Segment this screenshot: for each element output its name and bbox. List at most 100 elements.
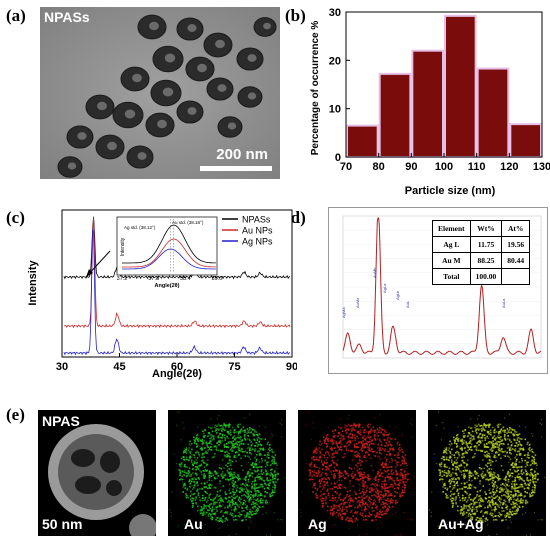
particle-cavity [187,107,197,115]
tem-sample-label: NPASs [44,9,90,25]
table-cell: 88.25 [469,252,503,269]
edx-peak-label: AuL [405,300,410,308]
map-ag: Ag [298,410,416,536]
scale-bar [200,166,272,171]
edx-peak-label: AgMA [341,307,346,318]
x-tick-label: 90 [286,361,297,373]
xrd-chart: 30 45 60 75 90 Angle(2θ) Intensity Ag std. (… [27,209,297,380]
particle-size-histogram: 70 80 90 100 110 120 130 0 10 20 30 Particle size… [310,7,550,197]
xrd-series-line [63,229,291,356]
inset-tick-label: 37.8 [148,276,159,282]
table-row: Au M 88.25 80.44 [432,252,531,269]
table-row: Total 100.00 [432,268,531,285]
particle-cavity [247,54,257,62]
inset-annot-au: Au std. (38.18°) [172,220,204,225]
legend-label: Ag NPs [242,237,273,247]
particle-cavity [107,141,117,151]
particle-cavity [162,87,174,97]
map-label: Au+Ag [438,516,484,532]
x-tick-label: 130 [533,161,550,173]
legend-label: NPASs [242,215,271,225]
inset-y-label: Intensity [120,237,126,256]
map-au-ag: Au+Ag [428,410,546,536]
table-cell: 100.00 [469,268,503,285]
table-cell: Total [432,268,471,285]
inset-arrow-head [86,269,93,277]
inset-series-line [122,248,216,270]
header-element: Element [432,220,471,237]
inset-annot-ag: Ag std. (38.12°) [124,225,156,230]
table-cell: 19.56 [501,236,531,253]
particle-cavity [77,132,87,140]
particle-cavity [97,101,107,111]
header-at: At% [501,220,531,237]
x-tick-label: 45 [113,361,125,373]
x-tick-label: 75 [228,361,240,373]
histogram-bar [444,14,477,158]
ag-map-image [298,411,416,536]
table-header-row: Element Wt% At% [432,220,531,237]
particle-cavity [263,22,271,30]
particle-cavity [217,84,227,92]
tem-image: NPASs 200 nm [40,7,280,179]
tem-particles [40,7,280,179]
table-cell: Au M [432,252,471,269]
particle-cavity [197,63,207,73]
edx-composition-table: Element Wt% At% Ag L 11.75 19.56 Au M 88… [432,220,531,285]
table-cell: Ag L [432,236,471,253]
haadf-image [48,424,156,536]
histogram-bar [378,72,412,158]
histogram-bar [509,123,542,158]
table-cell [501,268,531,285]
particle-cavity [132,73,142,83]
x-tick-label: 70 [340,161,352,173]
inset-tick-label: 39.0 [212,276,223,282]
xrd-series-line [63,216,291,280]
y-tick-label: 30 [329,7,341,19]
x-axis-label: Particle size (nm) [405,185,496,197]
au-map-image [168,411,286,536]
edx-peak-label: AgLb [395,290,400,300]
edx-peak-label: AgLa [382,283,387,293]
particle-cavity [215,39,225,49]
y-axis-label: Intensity [27,260,39,306]
scale-bar-label: 200 nm [216,146,268,163]
panel-label-a: (a) [6,6,26,25]
map-haadf: NPAS 50 nm [38,410,156,536]
particle-cavity [124,109,136,119]
particle-cavity [247,92,257,100]
table-cell: 80.44 [501,252,531,269]
x-tick-label: 60 [171,361,183,373]
inset-series-line [122,238,216,268]
particle-cavity [164,53,176,63]
particle-cavity [157,119,167,129]
y-tick-label: 20 [329,55,341,67]
x-tick-label: 100 [435,161,453,173]
header-wt: Wt% [469,220,503,237]
table-cell: 11.75 [469,236,503,253]
histogram-bar [476,67,510,158]
particle-cavity [67,162,77,170]
au-ag-map-image [428,411,546,536]
particle-cavity [137,152,147,160]
y-tick-label: 10 [329,104,341,116]
panel-label-e: (e) [6,405,25,424]
particle-cavity [149,21,159,31]
map-au: Au [168,410,286,536]
inset-x-label: Angle(2θ) [155,283,180,289]
x-tick-label: 90 [405,161,417,173]
x-tick-label: 30 [56,361,68,373]
edx-peak-label: AuLa [501,298,506,308]
particle-cavity [187,24,197,32]
table-row: Ag L 11.75 19.56 [432,236,531,253]
histogram-bar [346,124,379,159]
inset-tick-label: 37.2 [117,276,128,282]
map-label: Au [184,516,203,532]
x-tick-label: 80 [373,161,385,173]
particle-cavity [227,122,237,130]
edx-peak-label: AuMb [372,267,377,278]
x-tick-label: 120 [500,161,518,173]
x-axis-label: Angle(2θ) [152,368,202,380]
histogram-bar [411,49,445,159]
